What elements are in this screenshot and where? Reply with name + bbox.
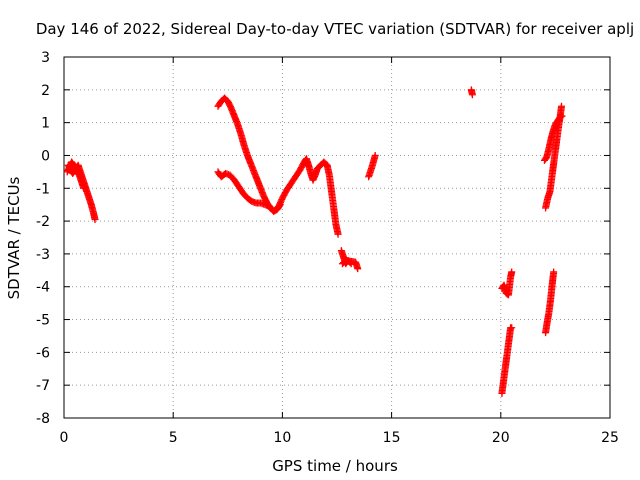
data-point: [508, 324, 516, 332]
y-axis-label: SDTVAR / TECUs: [5, 176, 23, 299]
data-segment: [214, 94, 284, 215]
data-point: [550, 268, 558, 276]
data-segment: [498, 324, 516, 397]
data-point: [371, 151, 379, 159]
data-point: [91, 215, 99, 223]
data-point: [275, 202, 283, 210]
y-tick-label: 0: [41, 148, 50, 164]
data-point: [557, 113, 565, 121]
data-segment: [338, 256, 362, 273]
data-segment: [467, 86, 476, 99]
y-tick-label: -3: [36, 247, 50, 263]
x-tick-label: 10: [273, 430, 291, 446]
y-tick-label: -6: [36, 345, 50, 361]
data-segment: [540, 112, 566, 164]
x-tick-label: 0: [60, 430, 69, 446]
y-tick-label: 2: [41, 83, 50, 99]
y-tick-label: 3: [41, 50, 50, 66]
data-point: [80, 184, 88, 192]
x-tick-label: 5: [169, 430, 178, 446]
y-tick-label: -7: [36, 378, 50, 394]
grid: [64, 57, 610, 418]
y-tick-label: 1: [41, 116, 50, 132]
data-point: [558, 112, 566, 120]
data-segment: [365, 151, 379, 181]
plot-frame: [63, 56, 611, 419]
x-tick-label: 25: [601, 430, 619, 446]
data-point: [354, 265, 362, 273]
y-tick-label: -4: [36, 280, 50, 296]
data-segment: [542, 268, 558, 337]
y-tick-label: -1: [36, 181, 50, 197]
axis-ticks: 0 5 10 15 20 25 -8 -7 -6 -5 -4 -3 -2 -1 0 1 2 3: [36, 50, 619, 446]
data-point: [468, 91, 476, 99]
y-tick-label: -8: [36, 411, 50, 427]
x-tick-label: 15: [383, 430, 401, 446]
x-tick-label: 20: [492, 430, 510, 446]
data-point: [276, 201, 284, 209]
chart-title: Day 146 of 2022, Sidereal Day-to-day VTE…: [36, 20, 634, 38]
data-point: [334, 230, 342, 238]
data-segment: [64, 161, 88, 192]
y-tick-label: -2: [36, 214, 50, 230]
x-axis-label: GPS time / hours: [272, 457, 398, 475]
data-point: [508, 268, 516, 276]
y-tick-label: -5: [36, 313, 50, 329]
data-segment: [498, 268, 516, 299]
data-point: [558, 102, 566, 110]
data-series: [63, 86, 566, 397]
data-segment: [214, 155, 342, 238]
